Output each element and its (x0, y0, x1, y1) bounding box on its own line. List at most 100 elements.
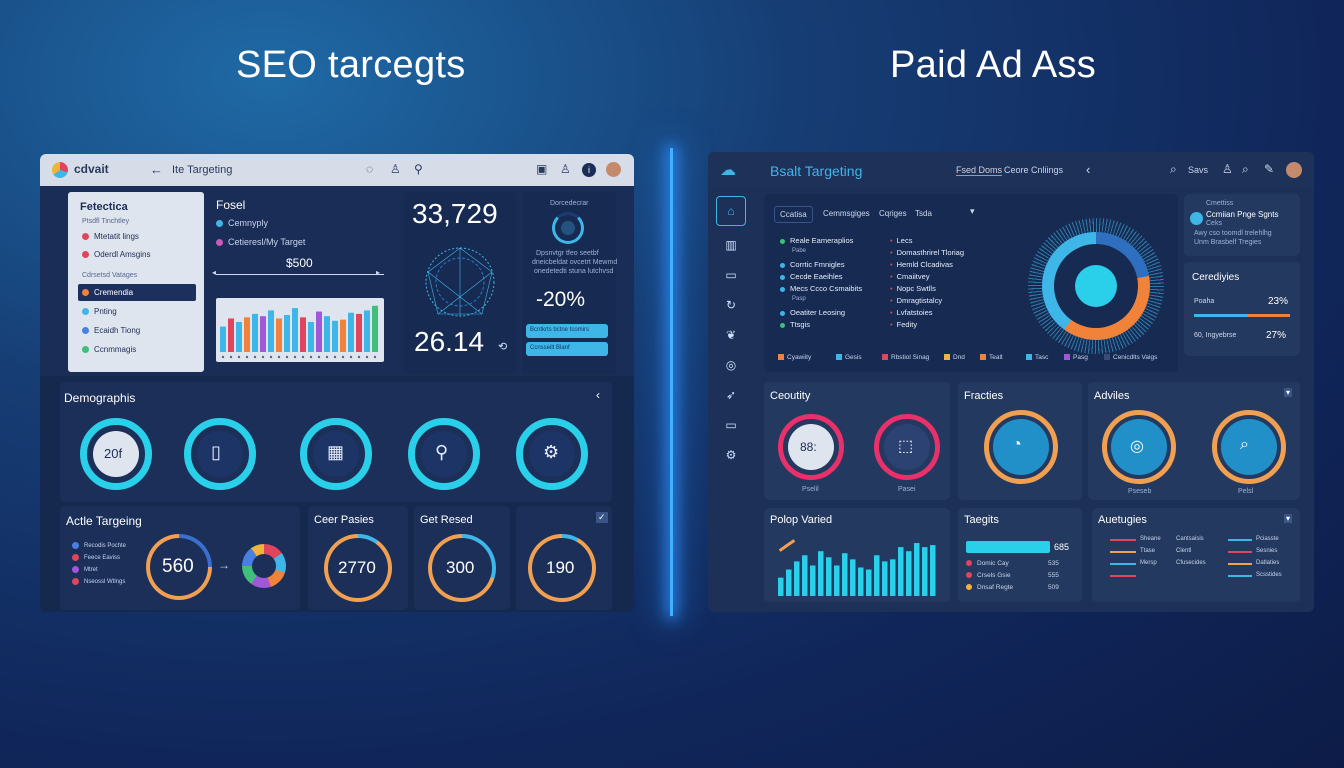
avatar[interactable] (1286, 162, 1302, 178)
segment-item[interactable]: • Lvfatstoies (890, 308, 933, 317)
right-tab-1[interactable]: Fsed Doms (956, 165, 1003, 176)
dropdown-icon[interactable]: ▾ (970, 206, 975, 216)
building-icon[interactable]: ▥ (725, 238, 737, 252)
target-row: Domic Cay 535 (966, 560, 1078, 570)
chart-bar (228, 318, 234, 352)
audience-col-c: Sesnies (1256, 548, 1278, 554)
filter-tab[interactable]: Cemmsgiges (823, 209, 870, 218)
chat-icon[interactable]: ◎ (725, 358, 737, 372)
axis-tick (341, 355, 345, 359)
audience-col-c: Datlaties (1256, 560, 1280, 566)
sidebar-item-label: Cremendia (94, 288, 134, 297)
segment-item[interactable]: • Dmragtistalcy (890, 296, 942, 305)
user-icon[interactable]: ♙ (390, 162, 401, 176)
side-desc-2: Unm Brasbelf Tregies (1194, 239, 1262, 246)
segment-item-label: Lecs (896, 236, 913, 245)
sidebar-item[interactable]: Oderdl Amsgins (82, 250, 150, 259)
cloud-icon[interactable]: ◌ (366, 162, 374, 176)
status-dot-icon (82, 289, 89, 297)
legend-label: Tealt (989, 354, 1003, 361)
box-icon: ▦ (327, 442, 345, 462)
audience-item[interactable]: Reale Eameraplios (780, 236, 853, 245)
calendar-icon[interactable]: ▣ (536, 162, 548, 176)
segment-item[interactable]: • Nopc Swtlls (890, 284, 936, 293)
dashboard-icon[interactable]: ⌂ (716, 196, 746, 226)
legend-swatch-icon (1104, 354, 1110, 361)
focus-option-2[interactable]: Cetieresl/My Target (216, 237, 305, 247)
message-icon[interactable]: ▭ (725, 268, 737, 282)
expand-icon[interactable]: ✓ (596, 512, 608, 523)
filter-tab[interactable]: Ccatisa (774, 206, 813, 223)
sidebar-item-label: Mtetatit lings (94, 232, 139, 241)
segment-item[interactable]: • Hemld Clcadivas (890, 260, 953, 269)
audience-item[interactable]: Ttsgis (780, 320, 810, 329)
segment-item[interactable]: • Fedity (890, 320, 917, 329)
edit-icon[interactable]: ✎ (1264, 162, 1275, 176)
rocket-icon[interactable]: ➶ (725, 388, 737, 402)
demographic-ring (300, 418, 372, 490)
sidebar-item[interactable]: Ecaidh Tiong (78, 322, 196, 339)
status-dot-icon (780, 322, 785, 328)
refresh-icon[interactable]: ↻ (725, 298, 737, 312)
page-tab[interactable]: Ite Targeting (172, 164, 233, 176)
check-icon (1190, 212, 1203, 225)
audience-col-c: Pciasste (1256, 536, 1279, 542)
collapse-icon[interactable]: ‹ (596, 388, 600, 402)
mini-button-1[interactable]: Bcntkrts bctne tcomirs (526, 324, 608, 338)
segment-item[interactable]: • Domasthrirel Tloriag (890, 248, 964, 257)
legend-item: Tealt (980, 354, 1003, 361)
card-icon[interactable]: ▭ (725, 418, 737, 432)
segment-item[interactable]: • Lecs (890, 236, 912, 245)
sidebar-item[interactable]: Mtetatit lings (82, 232, 139, 241)
avatar[interactable] (606, 162, 621, 177)
status-dot-icon (82, 233, 89, 241)
chart-bar (252, 313, 258, 352)
range-slider[interactable] (216, 274, 384, 275)
axis-tick (221, 355, 225, 359)
audience-item[interactable]: Mecs Ccco Csmaibits (780, 284, 862, 293)
legend-swatch-icon (1026, 354, 1032, 361)
legend-item: Dnd (944, 354, 965, 361)
segment-item[interactable]: • Cmaiitvey (890, 272, 930, 281)
chart-bar (308, 321, 314, 352)
expand-icon[interactable]: ▾ (1284, 388, 1293, 397)
bar-chart-svg (220, 305, 378, 359)
chart-bar (858, 567, 864, 596)
audience-col-a: Ttase (1140, 548, 1156, 554)
legend-item: Nseossl Wtlngs (72, 578, 125, 585)
filter-tab[interactable]: Cqriges (879, 209, 907, 218)
user-icon[interactable]: ♙ (1222, 162, 1233, 176)
audience-item-label: Corrtic Fmnigles (790, 260, 845, 269)
back-arrow-icon[interactable]: ← (150, 162, 163, 177)
chevron-left-icon[interactable]: ‹ (1086, 162, 1091, 177)
sidebar-item[interactable]: Pnting (78, 303, 196, 320)
expand-icon[interactable]: ▾ (1284, 514, 1293, 523)
audience-item[interactable]: Oeatiter Leosing (780, 308, 845, 317)
search-label[interactable]: Savs (1188, 165, 1209, 175)
chart-bar (268, 310, 274, 352)
search-icon[interactable]: ⌕ (1170, 162, 1177, 176)
link-icon[interactable]: ⚲ (414, 162, 423, 176)
settings-icon[interactable]: ⚙ (725, 448, 737, 462)
mini-button-2[interactable]: Ccnsseilt Blanf (526, 342, 608, 356)
audience-item[interactable]: Cecde Eaeihles (780, 272, 843, 281)
fracties-title: Fracties (964, 390, 1004, 402)
chart-bar (890, 559, 896, 596)
right-tab-2[interactable]: Ceore Cnliings (1004, 165, 1064, 175)
leaf-icon[interactable]: ❦ (725, 328, 737, 342)
account-icon[interactable]: ♙ (560, 162, 571, 176)
axis-tick (317, 355, 321, 359)
info-icon[interactable]: i (582, 163, 596, 177)
segment-item-label: Domasthrirel Tloriag (896, 248, 965, 257)
sidebar-item[interactable]: Ccnmmagis (78, 341, 196, 358)
mini-desc-1: Dpsnvtgr tfeo seetbf (536, 250, 599, 257)
audience-item[interactable]: Corrtic Fmnigles (780, 260, 845, 269)
refresh-icon[interactable]: ⟲ (498, 341, 508, 353)
chart-bar (284, 315, 290, 352)
sidebar-item[interactable]: Cremendia (78, 284, 196, 301)
legend-item: Rbstiol Sinag (882, 354, 929, 361)
magnifier-icon: ⌕ (1240, 436, 1249, 453)
filter-tab[interactable]: Tsda (915, 209, 932, 218)
focus-option-1[interactable]: Cemnyply (216, 218, 268, 228)
search-2-icon[interactable]: ⌕ (1242, 162, 1249, 176)
